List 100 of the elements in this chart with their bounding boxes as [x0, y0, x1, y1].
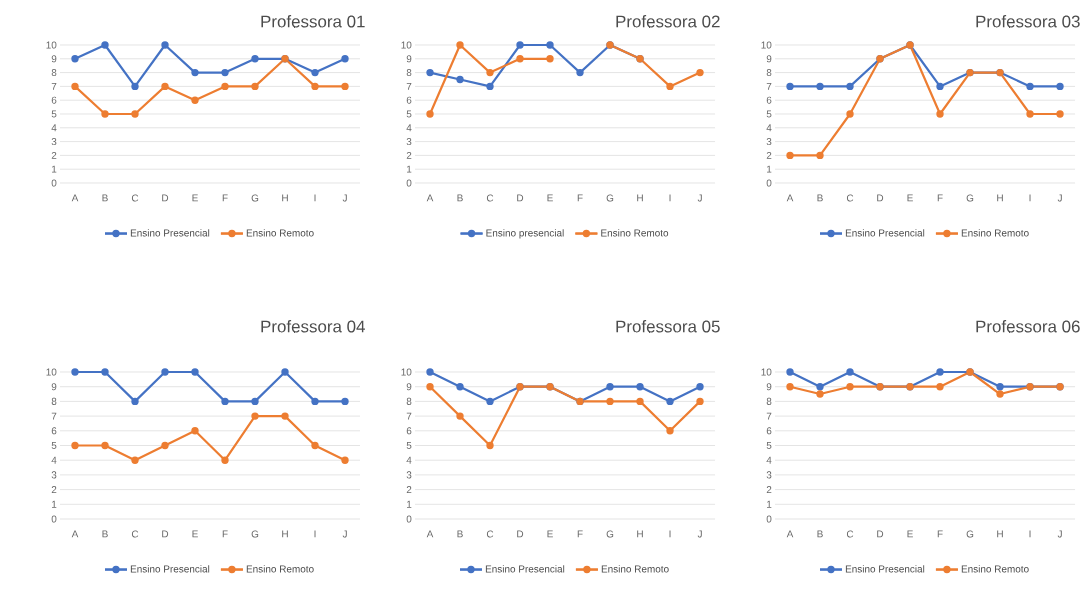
point: [666, 427, 674, 435]
point: [281, 368, 289, 376]
chart-title: Professora 06: [976, 320, 1080, 333]
point: [341, 82, 349, 91]
y-tick-label: 10: [401, 368, 412, 376]
point: [281, 412, 289, 420]
y-tick-label: 10: [761, 41, 772, 49]
y-tick-label: 5: [51, 442, 57, 449]
point: [101, 41, 109, 49]
y-tick-label: 4: [766, 124, 772, 132]
point: [576, 68, 584, 77]
x-tick-label: C: [131, 194, 139, 202]
point: [426, 368, 434, 376]
x-tick-label: A: [426, 194, 434, 202]
point: [696, 397, 704, 406]
y-tick-label: 7: [51, 412, 57, 420]
point: [1026, 110, 1034, 118]
chart-title: Professora 04: [261, 320, 365, 333]
y-tick-label: 6: [766, 427, 772, 435]
y-tick-label: 3: [406, 471, 412, 479]
point: [251, 397, 259, 406]
point: [1056, 110, 1064, 118]
x-tick-label: F: [222, 194, 228, 202]
x-tick-label: E: [547, 194, 553, 202]
point: [131, 456, 139, 464]
y-tick-label: 2: [51, 151, 57, 159]
y-tick-label: 1: [767, 500, 772, 508]
point: [1056, 82, 1064, 91]
point: [221, 456, 229, 464]
y-tick-label: 10: [46, 368, 57, 376]
x-tick-label: F: [577, 194, 583, 202]
x-tick-label: G: [606, 194, 614, 202]
y-tick-label: 3: [406, 138, 412, 146]
point: [131, 82, 139, 91]
y-tick-label: 3: [766, 471, 772, 479]
y-tick-label: 4: [406, 124, 412, 132]
point: [161, 41, 169, 49]
x-tick-label: I: [669, 194, 671, 202]
legend-label: Ensino Remoto: [601, 565, 669, 573]
x-tick-label: C: [486, 530, 494, 538]
y-tick-label: 9: [406, 383, 412, 391]
y-tick-label: 0: [51, 179, 57, 187]
point: [311, 68, 319, 77]
x-tick-label: F: [937, 530, 943, 538]
point: [606, 383, 614, 391]
y-tick-label: 5: [766, 110, 772, 118]
y-tick-label: 2: [406, 486, 412, 494]
y-tick-label: 2: [766, 151, 772, 159]
point: [71, 55, 79, 63]
point: [426, 110, 434, 118]
point: [341, 456, 349, 464]
x-tick-label: J: [342, 530, 347, 538]
point: [191, 427, 199, 435]
point: [456, 75, 464, 84]
y-tick-label: 1: [767, 165, 772, 173]
y-tick-label: 2: [406, 151, 412, 159]
y-tick-label: 7: [406, 82, 412, 90]
y-tick-label: 8: [766, 69, 772, 77]
y-tick-label: 1: [52, 165, 57, 173]
legend-label: Ensino Presencial: [130, 229, 210, 237]
x-tick-label: E: [547, 530, 553, 538]
y-tick-label: 0: [766, 515, 772, 523]
x-tick-label: I: [669, 530, 671, 538]
y-tick-label: 10: [46, 41, 57, 49]
point: [101, 110, 109, 118]
point: [426, 68, 434, 77]
chart-title: Professora 01: [261, 15, 365, 28]
x-tick-label: B: [817, 194, 823, 202]
point: [311, 441, 319, 450]
y-tick-label: 5: [406, 110, 412, 118]
legend-label: Ensino Remoto: [246, 229, 314, 237]
x-tick-label: H: [637, 194, 643, 202]
y-tick-label: 1: [52, 500, 57, 508]
point: [666, 397, 674, 406]
chart-title: Professora 03: [976, 15, 1080, 28]
point: [936, 368, 944, 376]
y-tick-label: 5: [51, 110, 57, 118]
x-tick-label: H: [282, 530, 288, 538]
x-tick-label: G: [251, 194, 259, 202]
point: [816, 151, 824, 160]
point: [71, 82, 79, 91]
point: [486, 82, 494, 91]
x-tick-label: F: [222, 530, 228, 538]
point: [816, 390, 824, 398]
y-tick-label: 4: [51, 124, 57, 132]
y-tick-label: 8: [51, 397, 57, 405]
x-tick-label: D: [877, 530, 884, 538]
x-tick-label: C: [486, 194, 494, 202]
y-tick-label: 7: [766, 412, 772, 420]
x-tick-label: J: [1057, 530, 1062, 538]
legend-label: Ensino Remoto: [961, 229, 1029, 237]
legend-label: Ensino Presencial: [485, 565, 565, 573]
x-tick-label: E: [192, 194, 198, 202]
point: [936, 82, 944, 91]
point: [636, 397, 644, 406]
x-tick-label: A: [71, 194, 79, 202]
x-tick-label: D: [877, 194, 884, 202]
y-tick-label: 0: [406, 179, 412, 187]
point: [341, 397, 349, 406]
point: [161, 368, 169, 376]
